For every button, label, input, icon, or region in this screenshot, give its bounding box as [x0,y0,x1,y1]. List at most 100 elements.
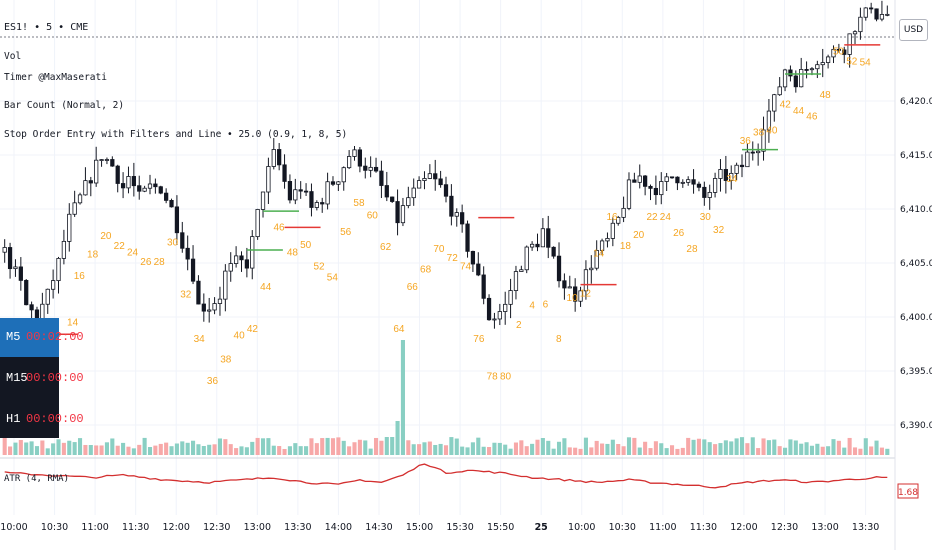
candle [621,207,626,218]
candle [379,170,384,186]
volume-bar [481,446,486,455]
price-tick-label: 6,390.00 [900,421,932,431]
candle [648,185,653,189]
price-tick-label: 6,415.00 [900,151,932,161]
volume-bar [519,440,524,455]
candle [756,150,761,154]
candle [626,179,632,209]
time-tick-label: 10:30 [609,522,636,533]
time-tick-label: 11:30 [122,522,149,533]
candle [341,167,346,183]
price-tick-label: 6,405.00 [900,259,932,269]
volume-bar [24,442,29,455]
volume-bar [820,446,825,455]
candle [804,69,809,71]
candle [599,240,605,251]
time-tick-label: 14:00 [325,522,352,533]
candle [820,62,825,66]
symbol-title[interactable]: ES1! • 5 • CME [4,22,89,33]
volume-bar [352,442,357,455]
volume-bar [282,448,287,455]
volume-bar [567,447,572,455]
volume-bar [852,447,858,455]
volume-bar [250,441,255,455]
bar-count-label: 50 [833,47,845,58]
bar-count-label: 8 [556,334,562,345]
bar-count-label: 56 [340,227,352,238]
candle [433,173,438,180]
volume-bar [578,448,583,455]
candle [174,206,180,234]
indicator-stop-order[interactable]: Stop Order Entry with Filters and Line •… [4,129,348,140]
bar-count-label: 20 [633,230,645,241]
bar-count-label: 52 [313,261,325,272]
volume-bar [406,440,411,455]
volume-bar [605,443,610,455]
volume-bar [174,443,179,455]
candle [799,69,804,88]
candle [137,185,142,192]
candle [185,247,190,260]
volume-bar [164,442,169,455]
volume-bar [669,445,675,455]
indicator-timer[interactable]: Timer @MaxMaserati [4,72,107,83]
atr-label[interactable]: ATR (4, RMA) [4,474,70,484]
volume-bar [487,447,492,455]
candle [271,149,276,167]
volume-bar [702,439,707,455]
candle [772,94,777,112]
bar-count-label: 30 [167,238,179,249]
volume-bar [244,447,249,455]
volume-bar [842,447,847,455]
candle [524,246,529,271]
candle [476,263,481,276]
volume-bar [185,442,190,455]
candle [529,243,535,248]
volume-bar [750,437,755,455]
candle [766,110,772,131]
time-tick-label: 12:30 [203,522,230,533]
candle [368,166,373,171]
candle [320,202,325,205]
volume-bar [217,438,223,455]
atr-line [4,463,888,489]
bar-count-label: 42 [247,324,259,335]
candle [282,164,287,182]
volume-bar [653,441,658,455]
candle [406,197,411,207]
volume-bar [470,442,475,455]
candle [691,179,696,185]
timer-value: 00:00:00 [26,412,84,426]
candle [729,172,734,181]
currency-button[interactable]: USD [899,19,928,41]
volume-bar [266,438,271,455]
volume-bar [831,439,836,455]
candle [497,311,502,320]
volume-bar [395,421,400,455]
volume-bar [180,441,185,455]
volume-bar [600,443,605,455]
candle [99,159,104,161]
bar-count-label: 30 [700,212,712,223]
volume-bar [847,437,852,455]
candle [723,169,728,181]
time-tick-label: 11:30 [690,522,717,533]
volume-bar [131,448,136,455]
bar-count-label: 44 [793,106,805,117]
indicator-volume[interactable]: Vol [4,51,22,62]
candle [142,187,147,192]
volume-bar [384,437,389,455]
volume-bar [411,444,416,455]
candle [885,13,890,16]
candle [718,169,723,179]
candle [244,259,249,269]
candle [788,69,793,77]
volume-bar [460,446,465,455]
volume-bar [686,437,691,455]
candle [207,309,212,312]
candle [147,183,153,189]
bar-count-label: 46 [806,111,818,122]
volume-bar [427,441,432,455]
indicator-bar-count[interactable]: Bar Count (Normal, 2) [4,100,125,111]
